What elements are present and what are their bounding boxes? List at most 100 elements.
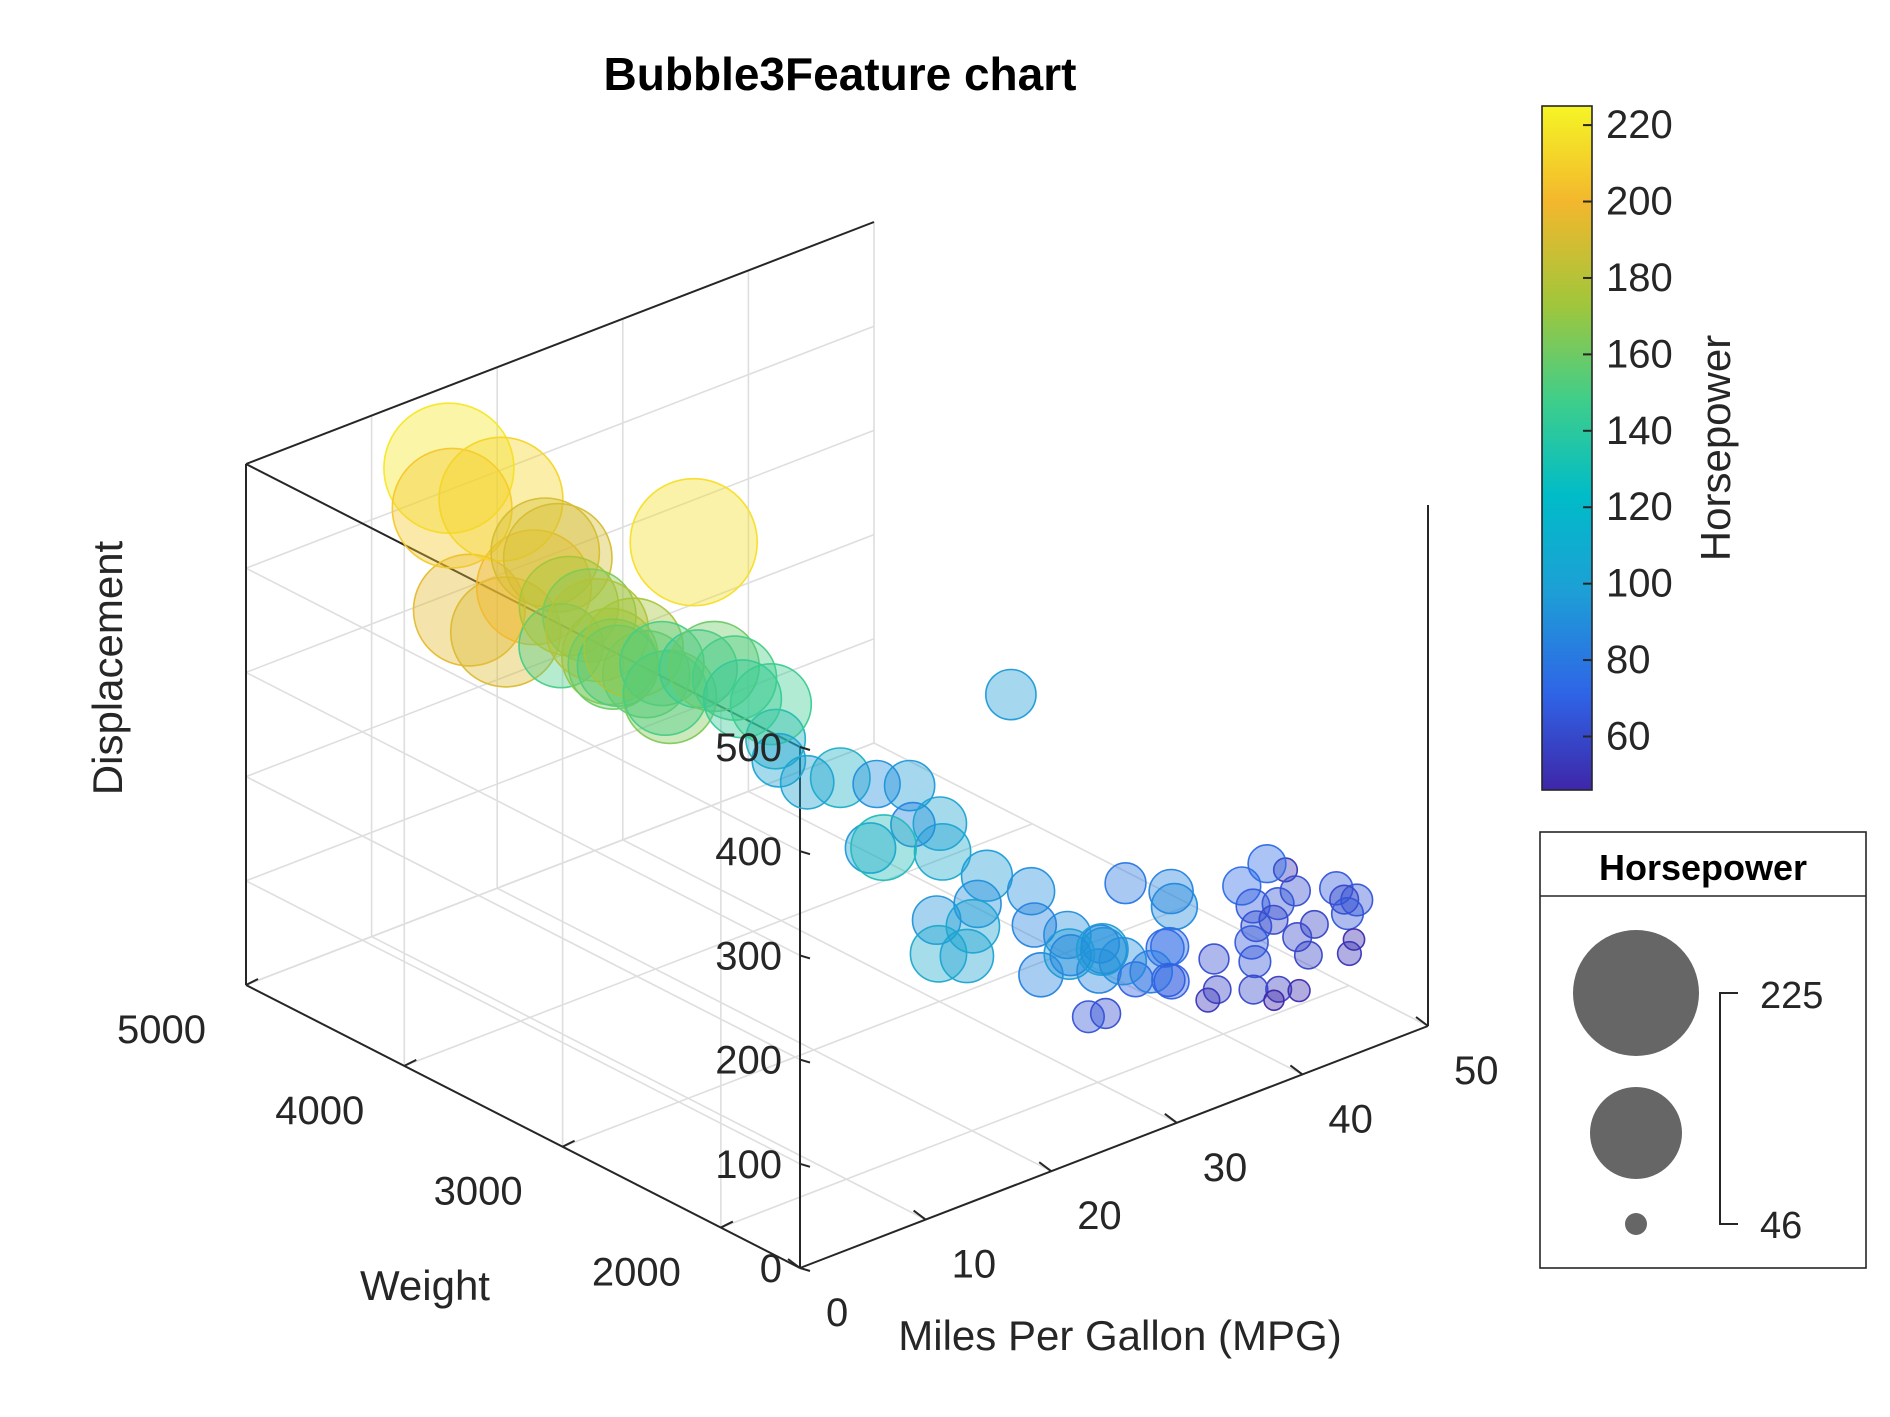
- z-tick-mark: [799, 1058, 811, 1064]
- z-tick-mark: [799, 850, 811, 856]
- bubble-point: [475, 529, 593, 646]
- bubble-point: [1263, 989, 1285, 1012]
- x-tick-label: 50: [1454, 1049, 1499, 1093]
- x-tick-mark: [1164, 1113, 1178, 1124]
- z-tick-label: 400: [715, 830, 782, 874]
- bubble-point: [1043, 928, 1096, 981]
- back-wall-gridline: [245, 638, 875, 882]
- bubble-point: [1148, 868, 1194, 915]
- bubble-point: [1293, 940, 1323, 970]
- bubble-point: [1153, 963, 1190, 1000]
- y-tick-label: 3000: [434, 1170, 523, 1214]
- bubble-point: [844, 822, 897, 874]
- x-tick-label: 20: [1077, 1194, 1122, 1238]
- colorbar-tick-label: 160: [1606, 332, 1673, 376]
- floor-gridline: [748, 790, 1303, 1076]
- colorbar-gradient: [1541, 105, 1593, 791]
- bubble-point: [1238, 974, 1269, 1005]
- colorbar-tick-label: 180: [1606, 256, 1673, 300]
- side-wall-gridline: [245, 671, 801, 957]
- floor-gridline: [403, 823, 1033, 1067]
- bubble-point: [751, 732, 807, 788]
- y-tick-mark: [720, 1220, 734, 1229]
- x-tick-mark: [1038, 1161, 1052, 1172]
- bubble-point: [691, 635, 778, 721]
- x-tick-label: 30: [1203, 1146, 1248, 1190]
- bubble-point: [779, 754, 835, 810]
- size-legend: Horsepower 225 46: [1539, 831, 1867, 1269]
- y-tick-mark: [403, 1058, 417, 1067]
- axes-edge: [245, 463, 801, 748]
- axes-edge: [799, 1025, 1429, 1269]
- bubble-point: [1336, 940, 1362, 967]
- x-tick-mark: [787, 1258, 801, 1269]
- bubble-point: [1282, 921, 1313, 953]
- colorbar-tick-label: 220: [1606, 103, 1673, 147]
- bubble-point: [1150, 882, 1199, 931]
- axes-box: [245, 221, 1429, 1269]
- y-tick-mark: [562, 1139, 576, 1148]
- bubbles: [383, 402, 1374, 1034]
- z-tick-mark: [799, 746, 811, 751]
- side-wall-gridline: [245, 775, 801, 1061]
- z-tick-label: 0: [760, 1247, 782, 1291]
- bubble-point: [1342, 928, 1366, 951]
- size-legend-min-label: 46: [1760, 1205, 1802, 1247]
- size-legend-title: Horsepower: [1599, 847, 1807, 888]
- bubble-point: [1299, 909, 1329, 939]
- bubble-point: [1011, 902, 1058, 948]
- bubble-point: [939, 928, 995, 984]
- bubble-point: [1195, 987, 1221, 1013]
- bubble-point: [567, 618, 660, 711]
- back-wall-gridline: [245, 742, 875, 986]
- z-tick-label: 500: [715, 726, 782, 770]
- bubble-point: [438, 436, 564, 562]
- colorbar-tick-label: 60: [1606, 715, 1651, 759]
- bubble-point: [985, 668, 1037, 721]
- bubble-point: [518, 602, 604, 689]
- size-legend-medium-bubble: [1590, 1087, 1682, 1179]
- x-tick-label: 0: [826, 1291, 848, 1335]
- y-tick-mark: [245, 978, 259, 986]
- bubble-point: [1279, 875, 1312, 907]
- y-tick-label: 5000: [117, 1008, 206, 1052]
- x-tick-label: 10: [952, 1243, 997, 1287]
- colorbar-tick-label: 120: [1606, 485, 1673, 529]
- bubble-point: [668, 620, 761, 713]
- axes-edge: [245, 984, 801, 1269]
- bubble-point: [909, 924, 968, 983]
- x-axis-label: Miles Per Gallon (MPG): [898, 1312, 1341, 1359]
- bubble-point: [1149, 926, 1190, 967]
- floor-gridline: [720, 984, 1350, 1229]
- floor-gridline: [371, 935, 926, 1221]
- bubble-point: [1238, 944, 1272, 979]
- floor-gridline: [622, 839, 1178, 1124]
- z-tick-mark: [799, 1162, 811, 1168]
- colorbar-tick-label: 100: [1606, 562, 1673, 606]
- size-legend-large-bubble: [1573, 930, 1699, 1056]
- colorbar: 60 80 100 120 140 160 180 200 220 Horsepower: [1541, 103, 1739, 791]
- bubble-point: [391, 447, 513, 569]
- z-tick-label: 300: [715, 934, 782, 978]
- x-tick-mark: [912, 1209, 927, 1221]
- bubble-point: [953, 879, 1002, 929]
- x-tick-label: 40: [1328, 1097, 1373, 1141]
- size-legend-box: [1539, 831, 1867, 1269]
- bubble-point: [1076, 948, 1122, 994]
- floor-gridline: [496, 887, 1052, 1172]
- bubble-point: [912, 796, 968, 852]
- bubble-point: [1329, 884, 1360, 915]
- bubble-point: [412, 553, 526, 667]
- side-wall-gridline: [245, 880, 801, 1165]
- bubble-point: [619, 620, 705, 707]
- axes-edge: [245, 221, 875, 465]
- floor-gridline: [562, 903, 1191, 1148]
- bubble-point: [1089, 997, 1122, 1030]
- colorbar-label: Horsepower: [1692, 335, 1739, 561]
- z-tick-label: 200: [715, 1039, 782, 1083]
- bubble-point: [702, 659, 783, 739]
- side-wall-gridline: [245, 567, 801, 852]
- size-legend-max-label: 225: [1760, 975, 1823, 1017]
- axis-ticks: 0 100 200 300 400 500 2000 3000 4000 5000 0 10 20 30 4…: [117, 726, 1498, 1335]
